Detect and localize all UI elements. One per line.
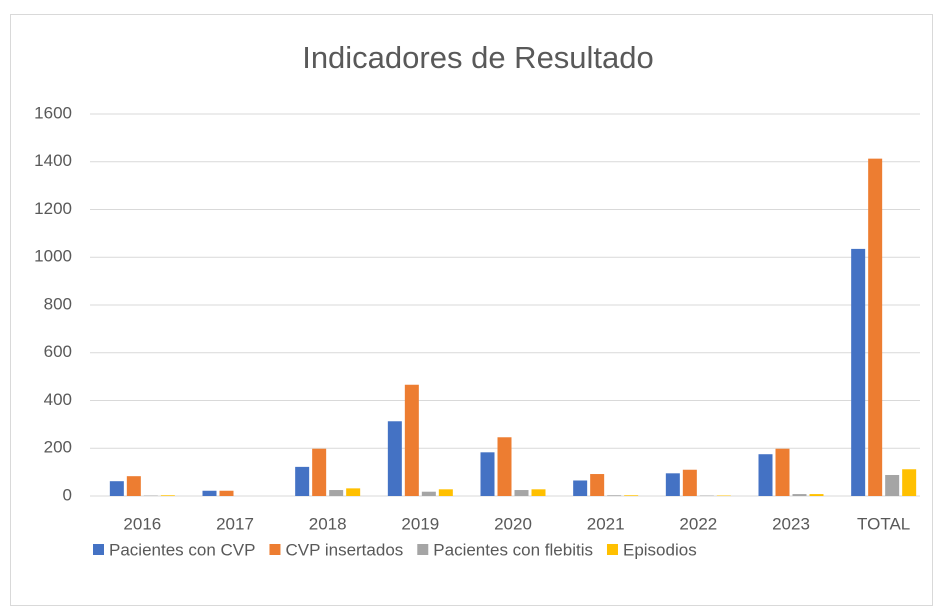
bar: [682, 469, 697, 496]
bar: [387, 421, 402, 496]
x-tick-label: 2017: [216, 514, 254, 533]
bar: [809, 494, 824, 496]
y-tick-label: 1400: [34, 151, 72, 170]
legend-swatch: [269, 544, 281, 555]
bar: [329, 490, 344, 496]
bar: [607, 495, 622, 496]
y-tick-label: 1000: [34, 247, 72, 266]
x-tick-label: 2021: [587, 514, 625, 533]
bar: [665, 473, 680, 496]
bar: [160, 495, 175, 496]
y-tick-label: 0: [63, 485, 72, 504]
y-tick-label: 400: [44, 390, 72, 409]
bar: [404, 384, 419, 496]
bar: [109, 481, 124, 496]
y-tick-label: 200: [44, 438, 72, 457]
y-tick-label: 600: [44, 342, 72, 361]
bar: [480, 452, 495, 496]
x-tick-label: 2022: [679, 514, 717, 533]
x-tick-label: 2018: [309, 514, 347, 533]
bar: [573, 480, 588, 496]
x-tick-label: TOTAL: [857, 514, 910, 533]
legend-label: Pacientes con CVP: [109, 540, 255, 559]
bar: [868, 158, 883, 497]
bar: [590, 474, 605, 496]
x-tick-label: 2019: [401, 514, 439, 533]
legend-swatch: [417, 544, 429, 555]
x-tick-label: 2020: [494, 514, 532, 533]
bar: [624, 495, 639, 496]
bar: [902, 469, 917, 496]
legend-label: Episodios: [623, 540, 697, 559]
legend-label: CVP insertados: [285, 540, 403, 559]
chart-border: [10, 14, 933, 606]
bar: [202, 490, 217, 496]
bar: [295, 466, 310, 496]
chart-title: Indicadores de Resultado: [302, 40, 654, 75]
legend-swatch: [606, 544, 618, 555]
legend-swatch: [93, 544, 104, 555]
bar: [885, 474, 900, 496]
bar: [438, 489, 453, 496]
x-tick-label: 2023: [772, 514, 810, 533]
bar: [514, 490, 529, 496]
bar: [775, 448, 790, 496]
bar: [219, 490, 234, 496]
legend-label: Pacientes con flebitis: [433, 540, 593, 559]
y-tick-label: 1600: [34, 103, 72, 122]
bar: [792, 494, 807, 496]
bar: [497, 437, 512, 496]
bar: [346, 488, 361, 496]
bar: [312, 448, 327, 496]
bar: [421, 491, 436, 496]
bar: [126, 476, 141, 496]
bar: [531, 489, 546, 496]
y-tick-label: 800: [44, 294, 72, 313]
bar: [758, 454, 773, 496]
y-tick-label: 1200: [34, 199, 72, 218]
bar: [851, 248, 866, 496]
x-tick-label: 2016: [123, 514, 161, 533]
